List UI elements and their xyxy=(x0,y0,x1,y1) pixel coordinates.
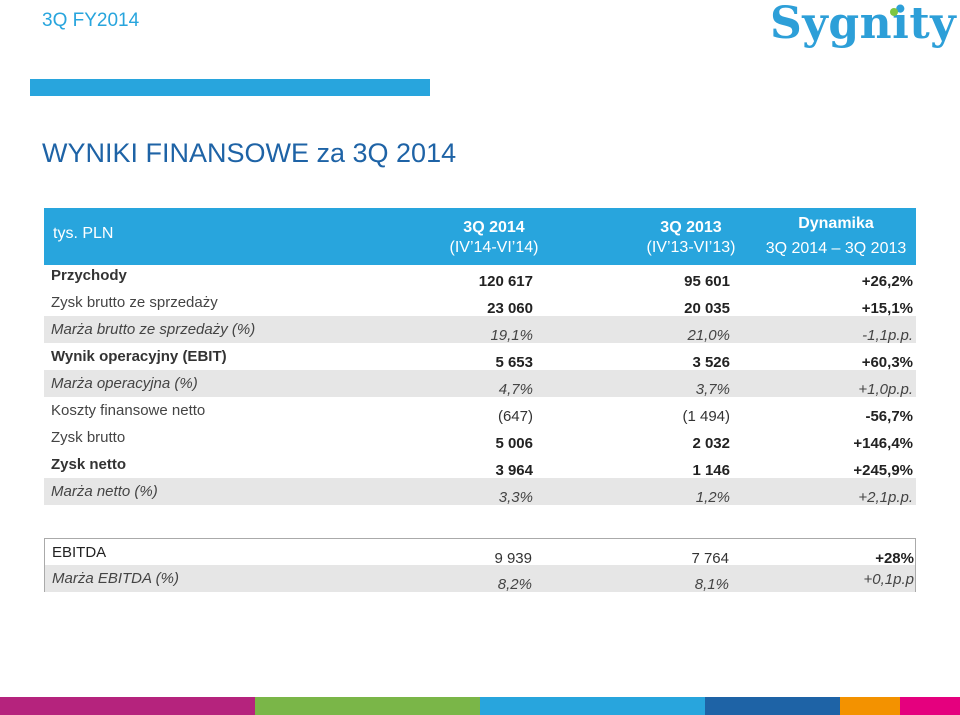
sygnity-logo: Sygnity xyxy=(770,0,957,49)
table-row: Wynik operacyjny (EBIT) 5 653 3 526 +60,… xyxy=(44,343,916,371)
row-label: Marża netto (%) xyxy=(51,483,158,500)
value-3q2013: 21,0% xyxy=(687,327,730,344)
ebitda-box: EBITDA 9 939 7 764 +28% Marża EBITDA (%)… xyxy=(44,538,916,593)
top-accent-bar xyxy=(30,79,430,96)
value-dynamika: +15,1% xyxy=(861,300,913,317)
stripe-segment xyxy=(0,697,255,715)
value-3q2013: 20 035 xyxy=(684,300,730,317)
table-header: tys. PLN 3Q 2014 (IV’14-VI’14) 3Q 2013 (… xyxy=(44,208,916,265)
value-3q2013: 8,1% xyxy=(694,576,729,593)
value-dynamika: -56,7% xyxy=(865,408,913,425)
value-3q2014: 3,3% xyxy=(498,489,533,506)
table-row: EBITDA 9 939 7 764 +28% xyxy=(45,539,915,567)
stripe-segment xyxy=(255,697,480,715)
row-label: EBITDA xyxy=(52,544,107,561)
row-label: Zysk brutto xyxy=(51,429,126,446)
col-header-dynamika-range: 3Q 2014 – 3Q 2013 xyxy=(765,240,907,257)
stripe-segment xyxy=(840,697,900,715)
value-3q2014: 4,7% xyxy=(498,381,533,398)
value-3q2014: 120 617 xyxy=(478,273,533,290)
stripe-segment xyxy=(900,697,960,715)
value-dynamika: +0,1p.p xyxy=(863,571,914,588)
value-3q2013: 2 032 xyxy=(692,435,730,452)
value-dynamika: +245,9% xyxy=(853,462,913,479)
table-row: Marża operacyjna (%) 4,7% 3,7% +1,0p.p. xyxy=(44,370,916,398)
value-3q2014: 5 653 xyxy=(495,354,533,371)
value-3q2013: 3,7% xyxy=(695,381,730,398)
value-3q2014: 5 006 xyxy=(495,435,533,452)
table-row: Zysk brutto ze sprzedaży 23 060 20 035 +… xyxy=(44,289,916,317)
col-header-3q2013: 3Q 2013 (IV’13-VI’13) xyxy=(646,219,736,256)
table-row: Marża brutto ze sprzedaży (%) 19,1% 21,0… xyxy=(44,316,916,344)
value-3q2013: (1 494) xyxy=(682,408,730,425)
value-3q2013: 1 146 xyxy=(692,462,730,479)
table-row: Zysk netto 3 964 1 146 +245,9% xyxy=(44,451,916,479)
value-dynamika: +2,1p.p. xyxy=(858,489,913,506)
value-dynamika: -1,1p.p. xyxy=(862,327,913,344)
row-label: Koszty finansowe netto xyxy=(51,402,206,419)
value-3q2014: 19,1% xyxy=(490,327,533,344)
value-3q2014: (647) xyxy=(497,408,533,425)
row-label: Przychody xyxy=(51,267,127,284)
row-label: Marża EBITDA (%) xyxy=(52,570,179,587)
value-3q2014: 3 964 xyxy=(495,462,533,479)
table-row: Marża netto (%) 3,3% 1,2% +2,1p.p. xyxy=(44,478,916,506)
logo-dot-icon xyxy=(890,8,898,16)
row-label: Marża operacyjna (%) xyxy=(51,375,198,392)
value-3q2013: 7 764 xyxy=(691,550,729,567)
value-3q2013: 95 601 xyxy=(684,273,730,290)
row-label: Zysk brutto ze sprzedaży xyxy=(51,294,218,311)
col-header-3q2014: 3Q 2014 (IV’14-VI’14) xyxy=(449,219,539,256)
value-3q2014: 23 060 xyxy=(487,300,533,317)
stripe-segment xyxy=(480,697,705,715)
row-label: Zysk netto xyxy=(51,456,127,473)
row-label: Wynik operacyjny (EBIT) xyxy=(51,348,227,365)
row-label: Marża brutto ze sprzedaży (%) xyxy=(51,321,256,338)
page-title: WYNIKI FINANSOWE za 3Q 2014 xyxy=(42,138,457,168)
value-3q2014: 9 939 xyxy=(494,550,532,567)
table-row: Marża EBITDA (%) 8,2% 8,1% +0,1p.p xyxy=(45,565,915,593)
table-row: Zysk brutto 5 006 2 032 +146,4% xyxy=(44,424,916,452)
value-3q2013: 1,2% xyxy=(695,489,730,506)
col-header-dynamika: Dynamika xyxy=(798,215,874,232)
table-row: Przychody 120 617 95 601 +26,2% xyxy=(44,262,916,290)
period-label: 3Q FY2014 xyxy=(42,10,140,31)
value-dynamika: +1,0p.p. xyxy=(858,381,913,398)
value-dynamika: +26,2% xyxy=(861,273,913,290)
value-3q2014: 8,2% xyxy=(497,576,532,593)
unit-label: tys. PLN xyxy=(53,225,114,242)
value-dynamika: +146,4% xyxy=(853,435,913,452)
value-dynamika: +60,3% xyxy=(861,354,913,371)
table-row: Koszty finansowe netto (647) (1 494) -56… xyxy=(44,397,916,425)
stripe-segment xyxy=(705,697,840,715)
value-dynamika: +28% xyxy=(875,550,914,567)
value-3q2013: 3 526 xyxy=(692,354,730,371)
